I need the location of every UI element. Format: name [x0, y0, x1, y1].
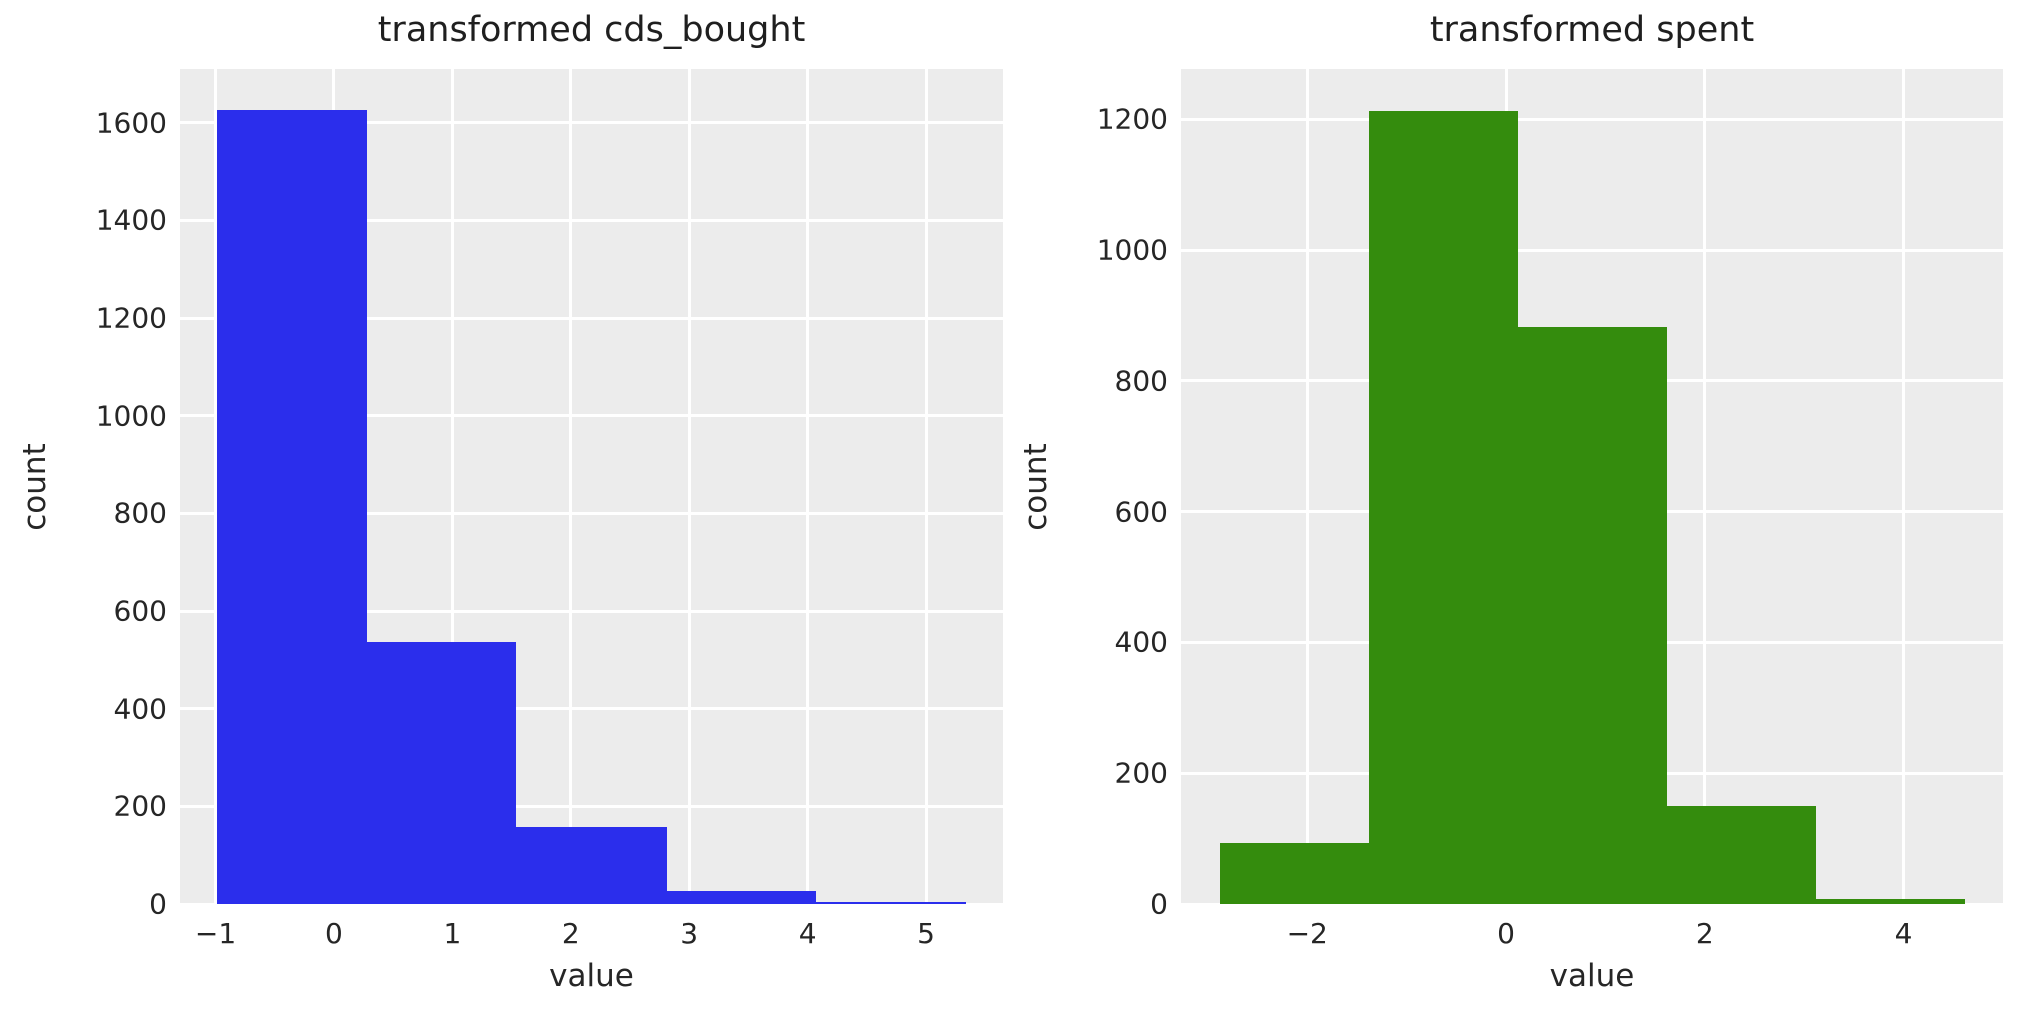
y-tick-label: 800	[113, 496, 167, 530]
x-gridline	[450, 69, 454, 904]
y-gridline	[1181, 902, 2003, 906]
y-tick-label: 1000	[95, 399, 167, 433]
x-tick-label: 0	[325, 917, 343, 950]
x-tick-label: 5	[917, 917, 935, 950]
right-y-axis-label: count	[1018, 443, 1054, 531]
histogram-bar	[1368, 110, 1518, 904]
histogram-bar	[1667, 805, 1817, 904]
y-gridline	[180, 511, 1003, 515]
right-chart-title: transformed spent	[1429, 10, 1755, 50]
x-gridline	[806, 69, 810, 904]
x-tick-label: 1	[443, 917, 462, 950]
x-tick-label: −1	[194, 917, 237, 950]
x-tick-label: 4	[1894, 917, 1913, 950]
y-tick-label: 400	[1114, 625, 1168, 659]
y-gridline	[180, 609, 1003, 613]
histogram-bar	[216, 110, 368, 904]
y-gridline	[180, 902, 1003, 906]
x-gridline	[569, 69, 573, 904]
histogram-bar	[666, 890, 816, 904]
y-tick-label: 200	[1114, 756, 1168, 790]
histogram-bar	[815, 902, 967, 904]
y-gridline	[180, 316, 1003, 320]
y-tick-label: 600	[113, 594, 167, 628]
y-tick-label: 1400	[95, 203, 167, 237]
y-tick-label: 400	[113, 692, 167, 726]
y-gridline	[1181, 248, 2003, 252]
histogram-bar	[1816, 898, 1966, 904]
x-gridline	[1902, 69, 1906, 904]
x-tick-label: −2	[1286, 917, 1328, 950]
y-tick-label: 0	[149, 887, 167, 921]
y-tick-label: 200	[113, 789, 167, 823]
x-tick-label: 2	[561, 917, 580, 950]
left-histogram-plot-area: 0 200 400 600 800 1000 1200 1400 1600 −1 0 1 2 3 4 5	[96, 69, 1003, 950]
x-gridline	[1703, 69, 1707, 904]
right-x-axis-label: value	[1549, 958, 1635, 994]
x-gridline	[687, 69, 691, 904]
right-histogram-plot-area: 0 200 400 600 800 1000 1200 −2 0 2 4	[1097, 69, 2003, 950]
left-x-axis-label: value	[549, 958, 634, 994]
histogram-bar	[367, 641, 517, 904]
y-gridline	[1181, 117, 2003, 121]
x-tick-label: 0	[1497, 917, 1515, 950]
x-tick-label: 2	[1695, 917, 1714, 950]
y-gridline	[180, 707, 1003, 711]
y-tick-label: 0	[1150, 887, 1168, 921]
x-gridline	[214, 69, 218, 904]
y-gridline	[180, 121, 1003, 125]
y-tick-label: 1200	[1096, 102, 1168, 136]
y-tick-label: 600	[1114, 495, 1168, 529]
histogram-bar	[1219, 842, 1369, 904]
y-tick-label: 1600	[95, 106, 167, 140]
x-gridline	[924, 69, 928, 904]
x-tick-label: 4	[798, 917, 817, 950]
histogram-bar	[516, 827, 667, 904]
left-chart-title: transformed cds_bought	[377, 10, 806, 50]
y-gridline	[180, 804, 1003, 808]
y-tick-label: 1000	[1096, 233, 1168, 267]
y-gridline	[180, 218, 1003, 222]
left-y-axis-label: count	[17, 443, 53, 531]
y-gridline	[180, 414, 1003, 418]
x-tick-label: 3	[680, 917, 699, 950]
histogram-bar	[1517, 327, 1668, 904]
x-gridline	[1305, 69, 1309, 904]
y-tick-label: 1200	[95, 301, 167, 335]
y-tick-label: 800	[1114, 364, 1168, 398]
